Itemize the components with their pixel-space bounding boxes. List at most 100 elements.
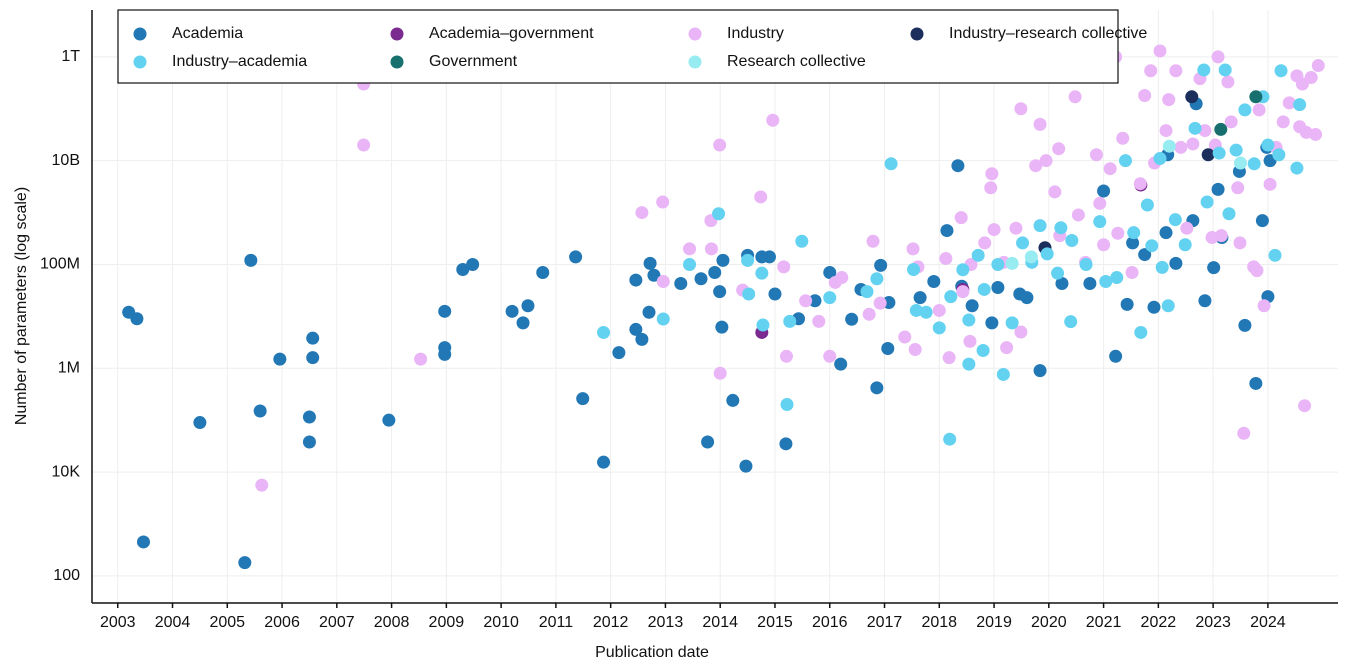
legend-label: Academia–government — [429, 25, 594, 42]
point — [130, 312, 144, 326]
point — [1033, 364, 1047, 378]
point — [739, 459, 753, 473]
point — [1033, 219, 1047, 233]
point — [1252, 103, 1266, 117]
point — [1120, 297, 1134, 311]
x-tick-label: 2007 — [319, 614, 355, 631]
point — [1180, 221, 1194, 235]
point — [932, 321, 946, 335]
point — [629, 322, 643, 336]
point — [768, 287, 782, 301]
point — [1039, 154, 1053, 168]
point — [1221, 75, 1235, 89]
point — [656, 195, 670, 209]
legend-marker — [688, 55, 702, 69]
point — [860, 285, 874, 299]
point — [1029, 159, 1043, 173]
point — [253, 404, 267, 418]
point — [1201, 148, 1215, 162]
point — [647, 268, 661, 282]
x-tick-label: 2010 — [483, 614, 519, 631]
point — [881, 342, 895, 356]
point — [1153, 44, 1167, 58]
point — [1276, 115, 1290, 129]
point — [762, 250, 776, 264]
y-tick-label: 100M — [40, 256, 80, 273]
point — [870, 272, 884, 286]
legend-marker — [688, 27, 702, 41]
point — [1272, 148, 1286, 162]
x-tick-label: 2022 — [1141, 614, 1177, 631]
point — [1126, 236, 1140, 250]
point — [1014, 325, 1028, 339]
x-tick-label: 2018 — [921, 614, 957, 631]
point — [1200, 195, 1214, 209]
point — [683, 257, 697, 271]
point — [643, 256, 657, 270]
point — [1282, 96, 1296, 110]
point — [1083, 276, 1097, 290]
point — [1159, 124, 1173, 138]
point — [456, 262, 470, 276]
x-tick-label: 2005 — [209, 614, 245, 631]
x-tick-label: 2021 — [1086, 614, 1122, 631]
point — [694, 272, 708, 286]
point — [823, 349, 837, 363]
point — [683, 242, 697, 256]
point — [1040, 247, 1054, 261]
point — [987, 223, 1001, 237]
point — [954, 211, 968, 225]
point — [382, 413, 396, 427]
point — [1111, 226, 1125, 240]
point — [612, 346, 626, 360]
point — [909, 303, 923, 317]
point — [306, 331, 320, 345]
point — [713, 138, 727, 152]
legend: Academia Academia–government Industry Indus… — [117, 9, 1147, 84]
point — [1127, 226, 1141, 240]
point — [962, 313, 976, 327]
point — [1052, 142, 1066, 156]
x-tick-label: 2003 — [100, 614, 136, 631]
point — [913, 291, 927, 305]
point — [1048, 185, 1062, 199]
point — [1159, 226, 1173, 240]
point — [1233, 236, 1247, 250]
point — [862, 307, 876, 321]
point — [505, 304, 519, 318]
point — [1238, 103, 1252, 117]
point — [1134, 325, 1148, 339]
point — [755, 266, 769, 280]
point — [1174, 140, 1188, 154]
point — [777, 260, 791, 274]
point — [1238, 318, 1252, 332]
point — [1144, 64, 1158, 78]
legend-marker — [390, 55, 404, 69]
point — [1064, 315, 1078, 329]
point — [1000, 341, 1014, 355]
point — [713, 285, 727, 299]
point — [996, 367, 1010, 381]
point — [1097, 238, 1111, 252]
point — [956, 285, 970, 299]
point — [1168, 213, 1182, 227]
x-tick-label: 2011 — [539, 614, 574, 631]
point — [302, 410, 316, 424]
y-tick-label: 1T — [61, 48, 80, 65]
point — [940, 224, 954, 238]
point — [1093, 215, 1107, 229]
point — [1110, 271, 1124, 285]
legend-label: Industry — [727, 25, 784, 42]
point — [1222, 207, 1236, 221]
point — [1005, 316, 1019, 330]
point — [1197, 63, 1211, 77]
point — [656, 274, 670, 288]
legend-marker — [390, 27, 404, 41]
point — [302, 435, 316, 449]
point — [255, 478, 269, 492]
y-tick-label: 100 — [53, 567, 80, 584]
y-tick-label: 1M — [58, 359, 80, 376]
point — [1309, 127, 1323, 141]
point — [812, 314, 826, 328]
point — [1024, 250, 1038, 264]
